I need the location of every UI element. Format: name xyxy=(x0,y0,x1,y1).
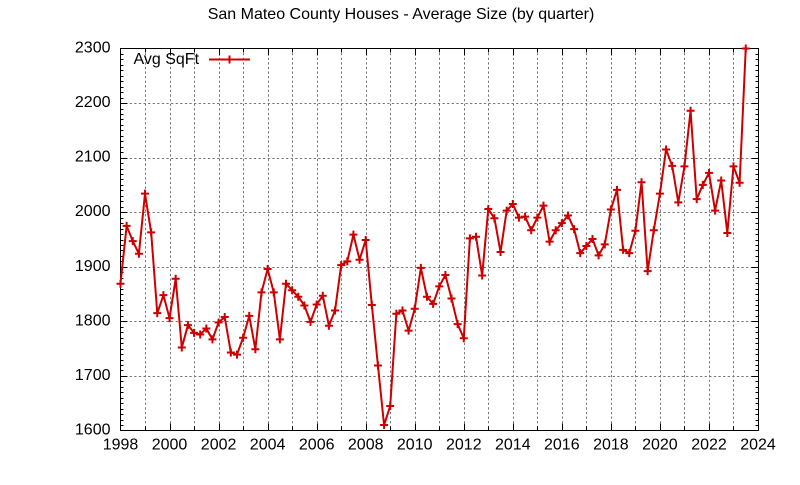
svg-text:2018: 2018 xyxy=(593,437,629,454)
svg-text:1700: 1700 xyxy=(75,367,111,384)
svg-text:Avg SqFt: Avg SqFt xyxy=(134,51,200,68)
svg-text:2000: 2000 xyxy=(152,437,188,454)
svg-text:1900: 1900 xyxy=(75,258,111,275)
svg-text:2016: 2016 xyxy=(544,437,580,454)
svg-text:2100: 2100 xyxy=(75,149,111,166)
svg-text:1998: 1998 xyxy=(103,437,139,454)
svg-text:2004: 2004 xyxy=(250,437,286,454)
svg-text:2020: 2020 xyxy=(642,437,678,454)
svg-text:2200: 2200 xyxy=(75,94,111,111)
svg-text:2014: 2014 xyxy=(495,437,531,454)
svg-text:1800: 1800 xyxy=(75,312,111,329)
svg-text:1600: 1600 xyxy=(75,422,111,439)
svg-text:2024: 2024 xyxy=(740,437,776,454)
svg-text:2012: 2012 xyxy=(446,437,482,454)
svg-text:2300: 2300 xyxy=(75,40,111,57)
svg-text:2006: 2006 xyxy=(299,437,335,454)
svg-text:2000: 2000 xyxy=(75,203,111,220)
svg-text:2002: 2002 xyxy=(201,437,237,454)
svg-text:2008: 2008 xyxy=(348,437,384,454)
svg-text:San Mateo County Houses - Aver: San Mateo County Houses - Average Size (… xyxy=(208,6,595,23)
svg-text:2022: 2022 xyxy=(691,437,727,454)
svg-text:2010: 2010 xyxy=(397,437,433,454)
